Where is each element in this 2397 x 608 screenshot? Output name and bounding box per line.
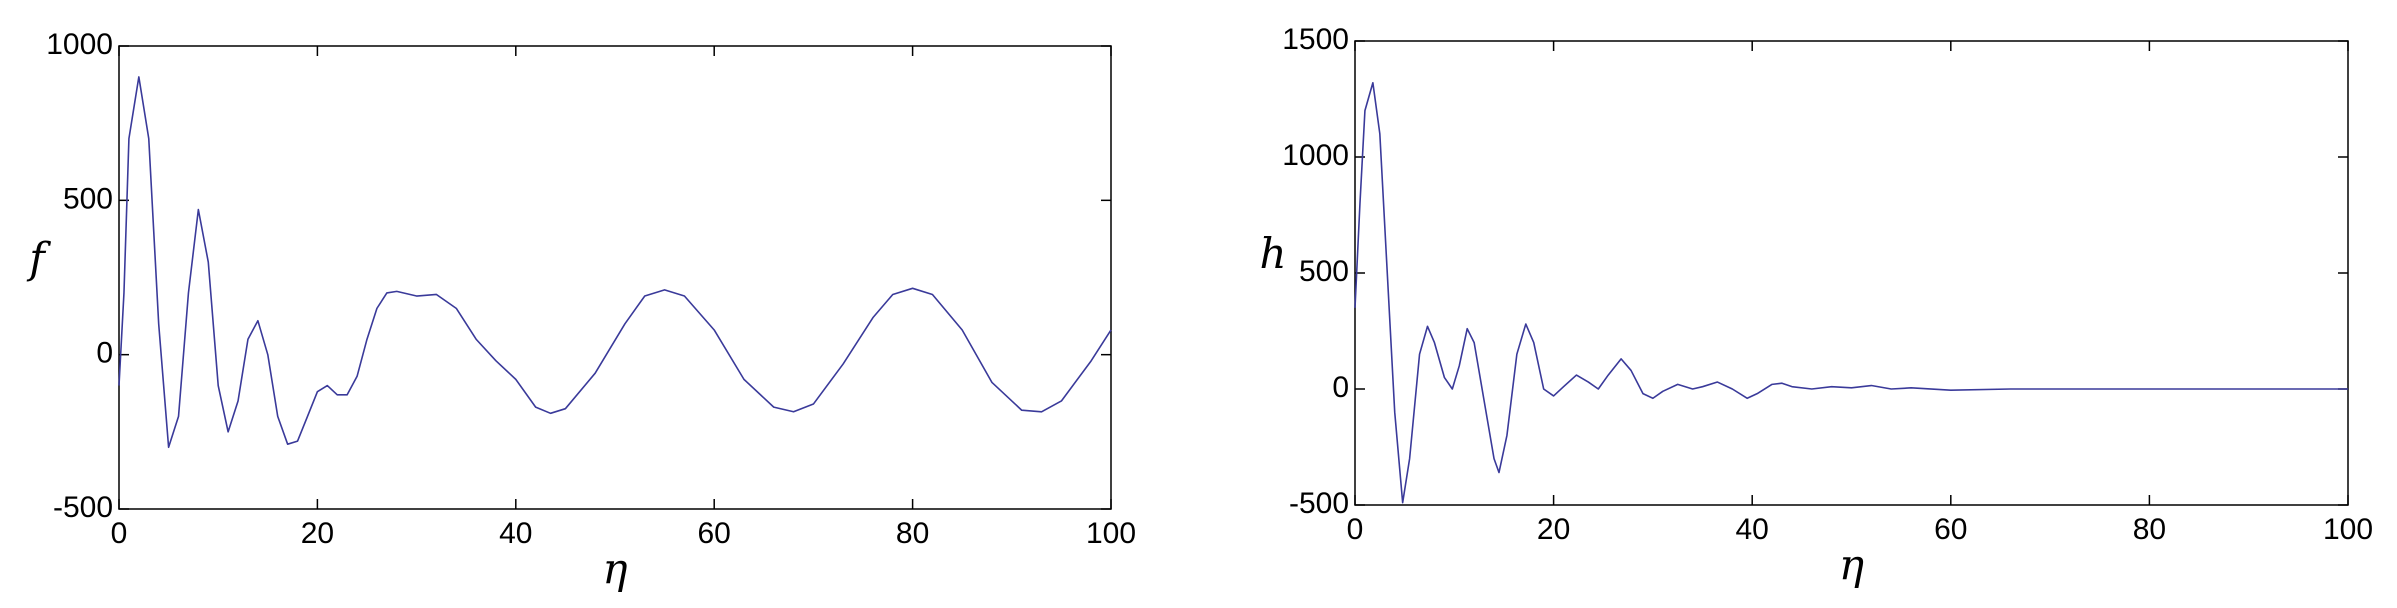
plot-frame: [118, 45, 1112, 510]
plot-frame: [1354, 40, 2349, 506]
x-tick-label: 0: [1347, 513, 1364, 546]
y-tick-label: 500: [63, 182, 113, 215]
data-line: [118, 76, 1112, 449]
x-tick-label: 0: [111, 517, 128, 550]
y-tick-label: -500: [53, 491, 113, 524]
y-tick-label: 500: [1299, 255, 1349, 288]
x-tick-label: 60: [698, 517, 731, 550]
y-axis-label: h: [1259, 229, 1286, 278]
x-tick-label: 20: [301, 517, 334, 550]
y-axis-label: f: [26, 234, 51, 283]
y-tick-label: 1500: [1282, 23, 1349, 56]
x-tick-label: 100: [2323, 513, 2373, 546]
x-tick-label: 40: [1736, 513, 1769, 546]
y-tick-label: 0: [96, 337, 113, 370]
x-tick-label: 20: [1537, 513, 1570, 546]
y-tick-label: -500: [1289, 487, 1349, 520]
x-axis-label: η: [602, 544, 627, 593]
x-tick-label: 100: [1086, 517, 1136, 550]
x-tick-label: 60: [1934, 513, 1967, 546]
x-tick-label: 40: [499, 517, 532, 550]
x-tick-label: 80: [896, 517, 929, 550]
x-axis-label: η: [1839, 540, 1864, 589]
y-tick-label: 1000: [46, 28, 113, 61]
y-tick-label: 1000: [1282, 139, 1349, 172]
data-line: [1354, 81, 2348, 504]
x-tick-label: 80: [2133, 513, 2166, 546]
y-tick-label: 0: [1332, 371, 1349, 404]
